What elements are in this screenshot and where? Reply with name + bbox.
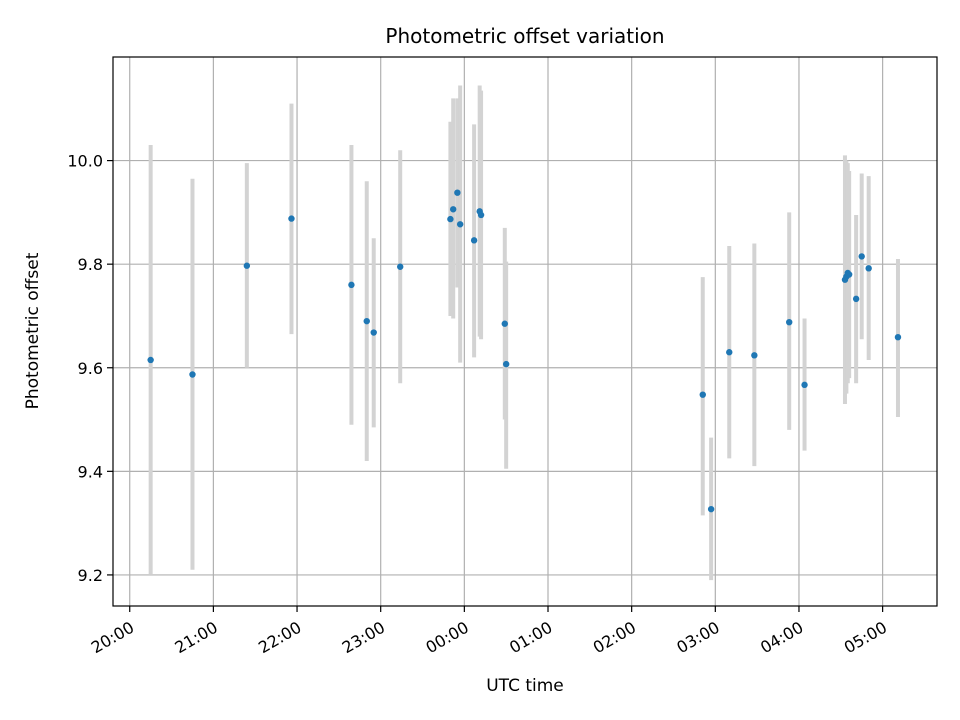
data-point [707, 505, 715, 513]
data-point [726, 349, 733, 356]
data-point [454, 189, 461, 196]
data-point [477, 211, 485, 219]
y-tick-label: 10.0 [67, 152, 103, 171]
data-point [189, 371, 196, 378]
data-point [852, 295, 860, 303]
x-tick-label: 01:00 [506, 618, 555, 658]
data-point [801, 381, 808, 389]
data-point [858, 253, 865, 260]
data-point [894, 333, 902, 341]
x-tick-label: 23:00 [339, 618, 388, 658]
data-point [348, 281, 355, 289]
plot-frame [112, 56, 938, 607]
x-tick-label: 21:00 [171, 618, 220, 658]
x-tick-label: 05:00 [841, 618, 890, 658]
data-point [243, 262, 251, 269]
y-tick-label: 9.8 [78, 255, 103, 274]
grid-layer [113, 57, 937, 606]
x-tick-label: 03:00 [673, 618, 722, 658]
x-tick-label: 20:00 [88, 618, 137, 658]
data-point [845, 271, 853, 278]
y-tick-label: 9.6 [78, 359, 103, 378]
y-axis-label: Photometric offset [23, 252, 43, 409]
data-point [147, 356, 154, 364]
data-point [288, 215, 295, 222]
data-point [363, 317, 370, 325]
x-tick-label: 22:00 [255, 618, 304, 658]
y-tick-label: 9.4 [78, 462, 103, 481]
data-point [449, 206, 457, 213]
data-point [502, 360, 510, 368]
chart-title: Photometric offset variation [385, 24, 664, 48]
y-tick-label: 9.2 [78, 566, 103, 585]
x-tick-label: 00:00 [422, 618, 471, 658]
data-point [456, 221, 464, 228]
data-point [447, 215, 454, 223]
data-point [751, 352, 758, 359]
errorbar-layer [148, 85, 900, 581]
data-point [501, 320, 508, 327]
data-point [699, 391, 706, 398]
x-tick-label: 04:00 [757, 618, 806, 658]
x-tick-label: 02:00 [590, 618, 639, 658]
data-point [397, 263, 404, 270]
x-axis-label: UTC time [486, 676, 564, 696]
y-axis-ticks: 9.2 9.4 9.6 9.8 10.0 [67, 152, 113, 585]
point-layer [147, 189, 902, 513]
data-point [786, 318, 793, 326]
data-point [470, 237, 478, 244]
data-point [865, 265, 872, 272]
data-point [370, 329, 377, 336]
x-axis-ticks: 20:00 21:00 22:00 23:00 00:00 01:00 02:00 03:00… [88, 606, 890, 657]
